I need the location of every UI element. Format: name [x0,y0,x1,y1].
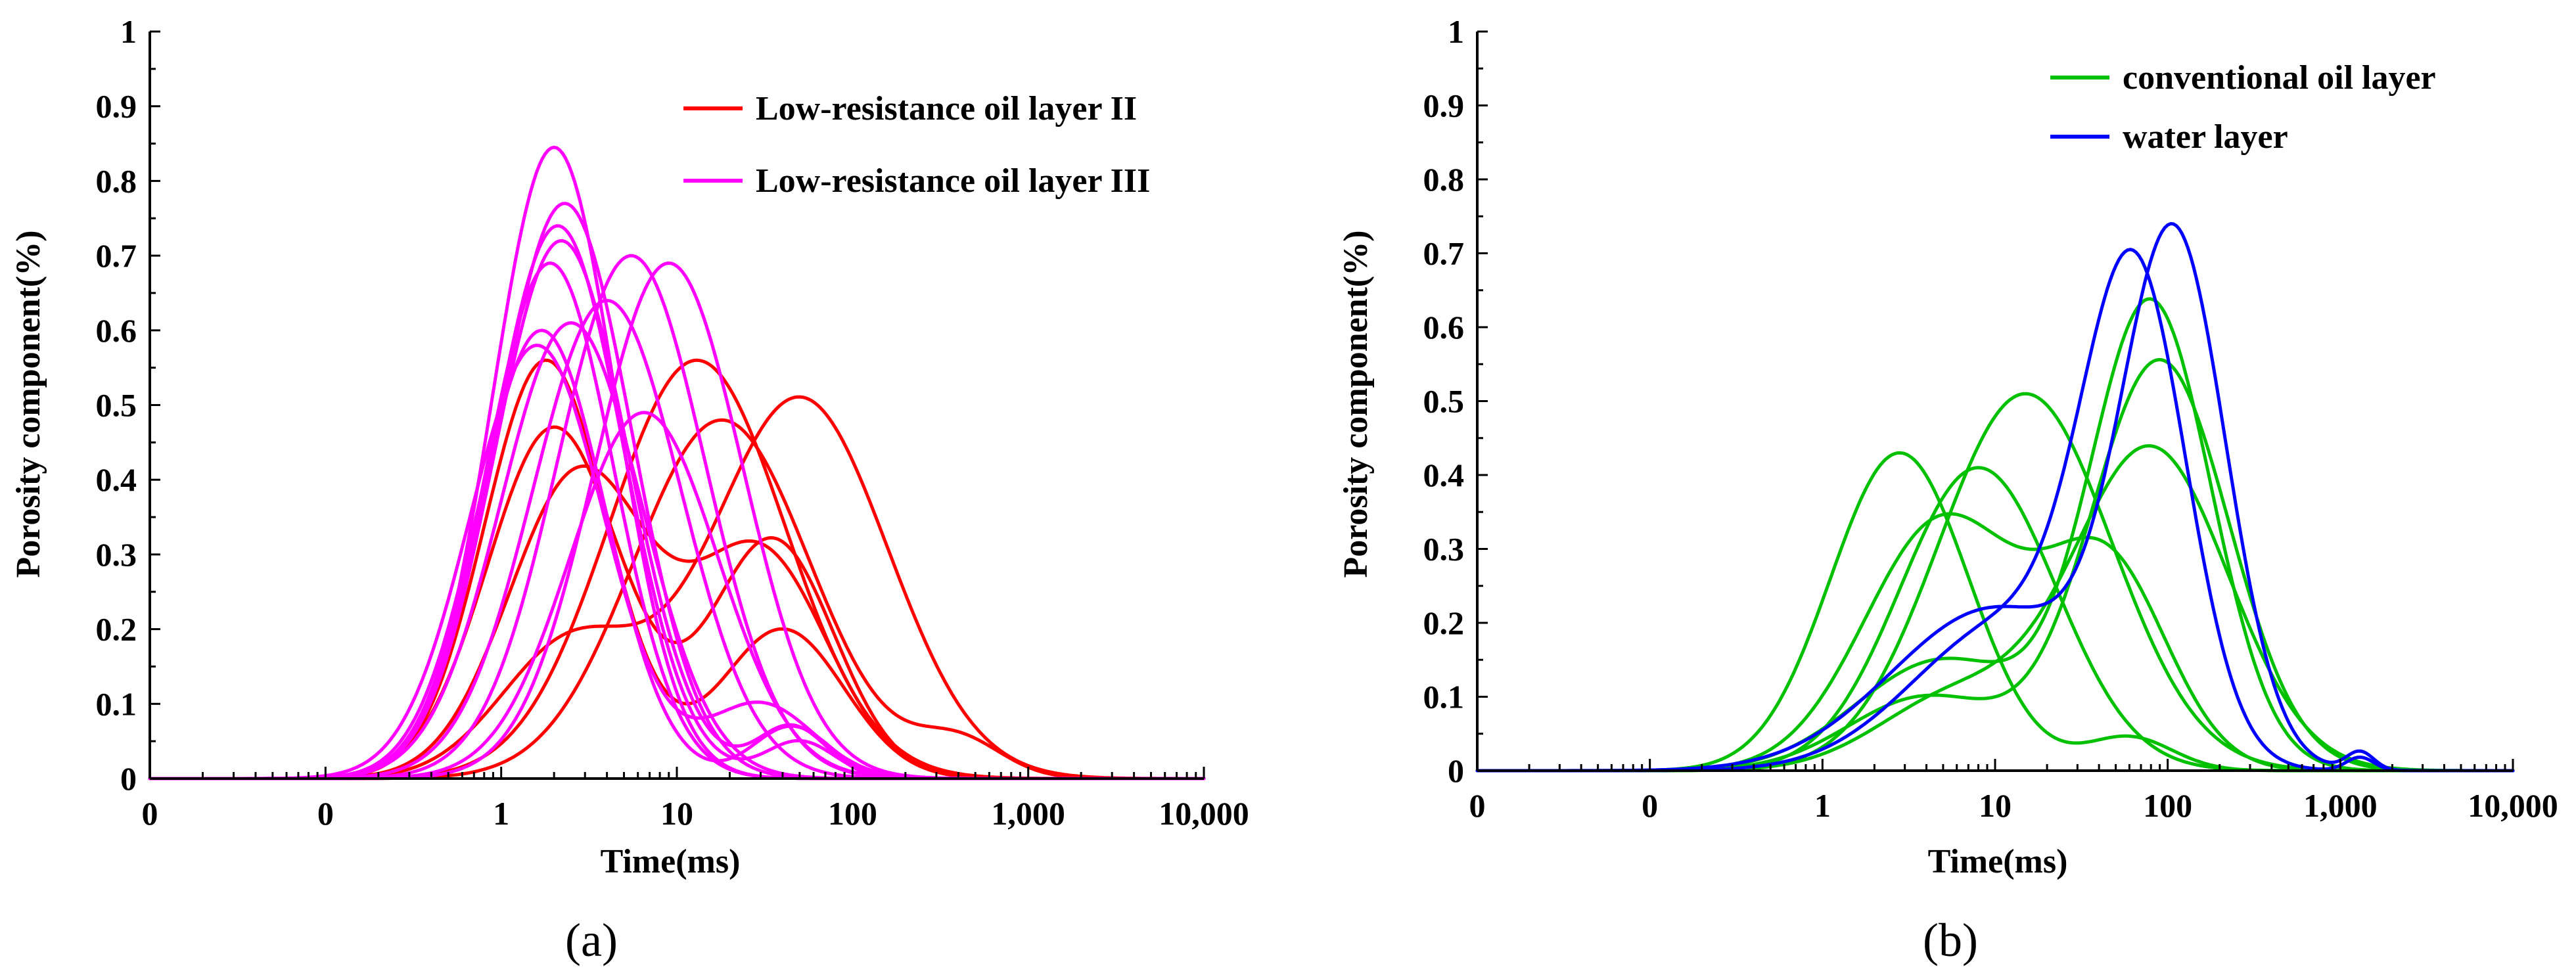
panel-b-legend: conventional oil layer water layer [2050,59,2436,156]
y-tick-label: 0.2 [1423,604,1465,641]
x-tick-label: 1 [1814,787,1831,824]
series-line-a-1 [148,358,1206,781]
y-tick-label: 0.4 [1423,457,1465,493]
x-tick-label: 10,000 [1159,795,1249,832]
x-tick-label: 0 [142,795,158,832]
y-tick-label: 0.4 [96,461,137,498]
series-line-b-2 [1475,512,2515,773]
x-tick-label: 1,000 [2303,787,2378,824]
y-tick-label: 1 [120,13,137,50]
panel-a-curves [148,145,1206,781]
y-tick-label: 1 [1448,13,1464,50]
legend-label: conventional oil layer [2123,59,2436,97]
y-tick-label: 0.6 [1423,309,1465,346]
panel-a-axes: 00.10.20.30.40.50.60.70.80.910 0 1 10 100 1,0… [96,13,1249,832]
y-tick-label: 0.5 [96,387,137,424]
y-tick-label: 0.7 [96,237,137,274]
y-tick-label: 0.3 [1423,531,1465,568]
x-tick-label: 10 [1979,787,2012,824]
x-tick-label: 100 [828,795,877,832]
x-tick-label: 1,000 [991,795,1065,832]
panel-b-label: (b) [1923,914,1978,966]
y-tick-label: 0.2 [96,611,137,648]
y-tick-label: 0.1 [96,685,137,722]
panel-b-axes: 00.10.20.30.40.50.60.70.80.910 0 1 10 100 1,0… [1423,13,2558,824]
panel-a-label: (a) [565,914,618,966]
x-tick-label: 0 [1642,787,1658,824]
x-tick-label: 0 [317,795,334,832]
y-tick-label: 0.1 [1423,679,1465,715]
series-line-b-8 [1475,222,2515,773]
x-tick-label: 10,000 [2468,787,2558,824]
panel-b-y-axis-title: Porosity component(%) [1337,230,1375,578]
y-tick-label: 0 [1448,752,1464,789]
x-tick-label: 0 [1469,787,1486,824]
x-tick-label: 100 [2143,787,2192,824]
panel-a-y-axis-title: Porosity component(%) [10,230,47,578]
legend-label: Low-resistance oil layer III [756,162,1150,200]
series-line-a-5 [148,395,1206,781]
series-line-a-10 [148,239,1206,781]
y-tick-label: 0.6 [96,312,137,349]
y-tick-label: 0.8 [96,162,137,199]
legend-label: Low-resistance oil layer II [756,90,1137,127]
series-line-b-3 [1475,466,2515,773]
y-tick-label: 0.3 [96,536,137,573]
series-line-a-4 [148,358,1206,781]
panel-b-curves [1475,222,2515,773]
panel-b-x-axis-title: Time(ms) [1928,843,2068,880]
y-tick-label: 0.7 [1423,235,1465,272]
x-tick-label: 1 [493,795,509,832]
chart-panel-b: 00.10.20.30.40.50.60.70.80.910 0 1 10 100 1,0… [1337,13,2558,966]
series-line-b-9 [1475,248,2515,773]
x-tick-label: 10 [660,795,693,832]
panel-a-legend: Low-resistance oil layer II Low-resistanc… [683,90,1150,200]
legend-label: water layer [2123,118,2288,156]
y-tick-label: 0 [120,760,137,797]
series-line-b-4 [1475,392,2515,773]
y-tick-label: 0.9 [96,88,137,125]
panel-a-x-axis-title: Time(ms) [601,843,741,880]
series-line-b-6 [1475,357,2515,773]
chart-panel-a: 00.10.20.30.40.50.60.70.80.910 0 1 10 100 1,0… [10,13,1249,966]
y-tick-label: 0.5 [1423,383,1465,420]
y-tick-label: 0.8 [1423,161,1465,198]
y-tick-label: 0.9 [1423,87,1465,124]
series-line-a-18 [148,344,1206,781]
